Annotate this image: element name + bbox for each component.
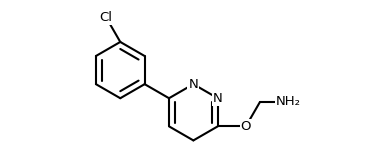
Text: Cl: Cl (100, 11, 113, 24)
Text: NH₂: NH₂ (276, 95, 301, 109)
Text: N: N (213, 92, 223, 105)
Text: O: O (241, 120, 251, 133)
Text: N: N (189, 78, 198, 91)
